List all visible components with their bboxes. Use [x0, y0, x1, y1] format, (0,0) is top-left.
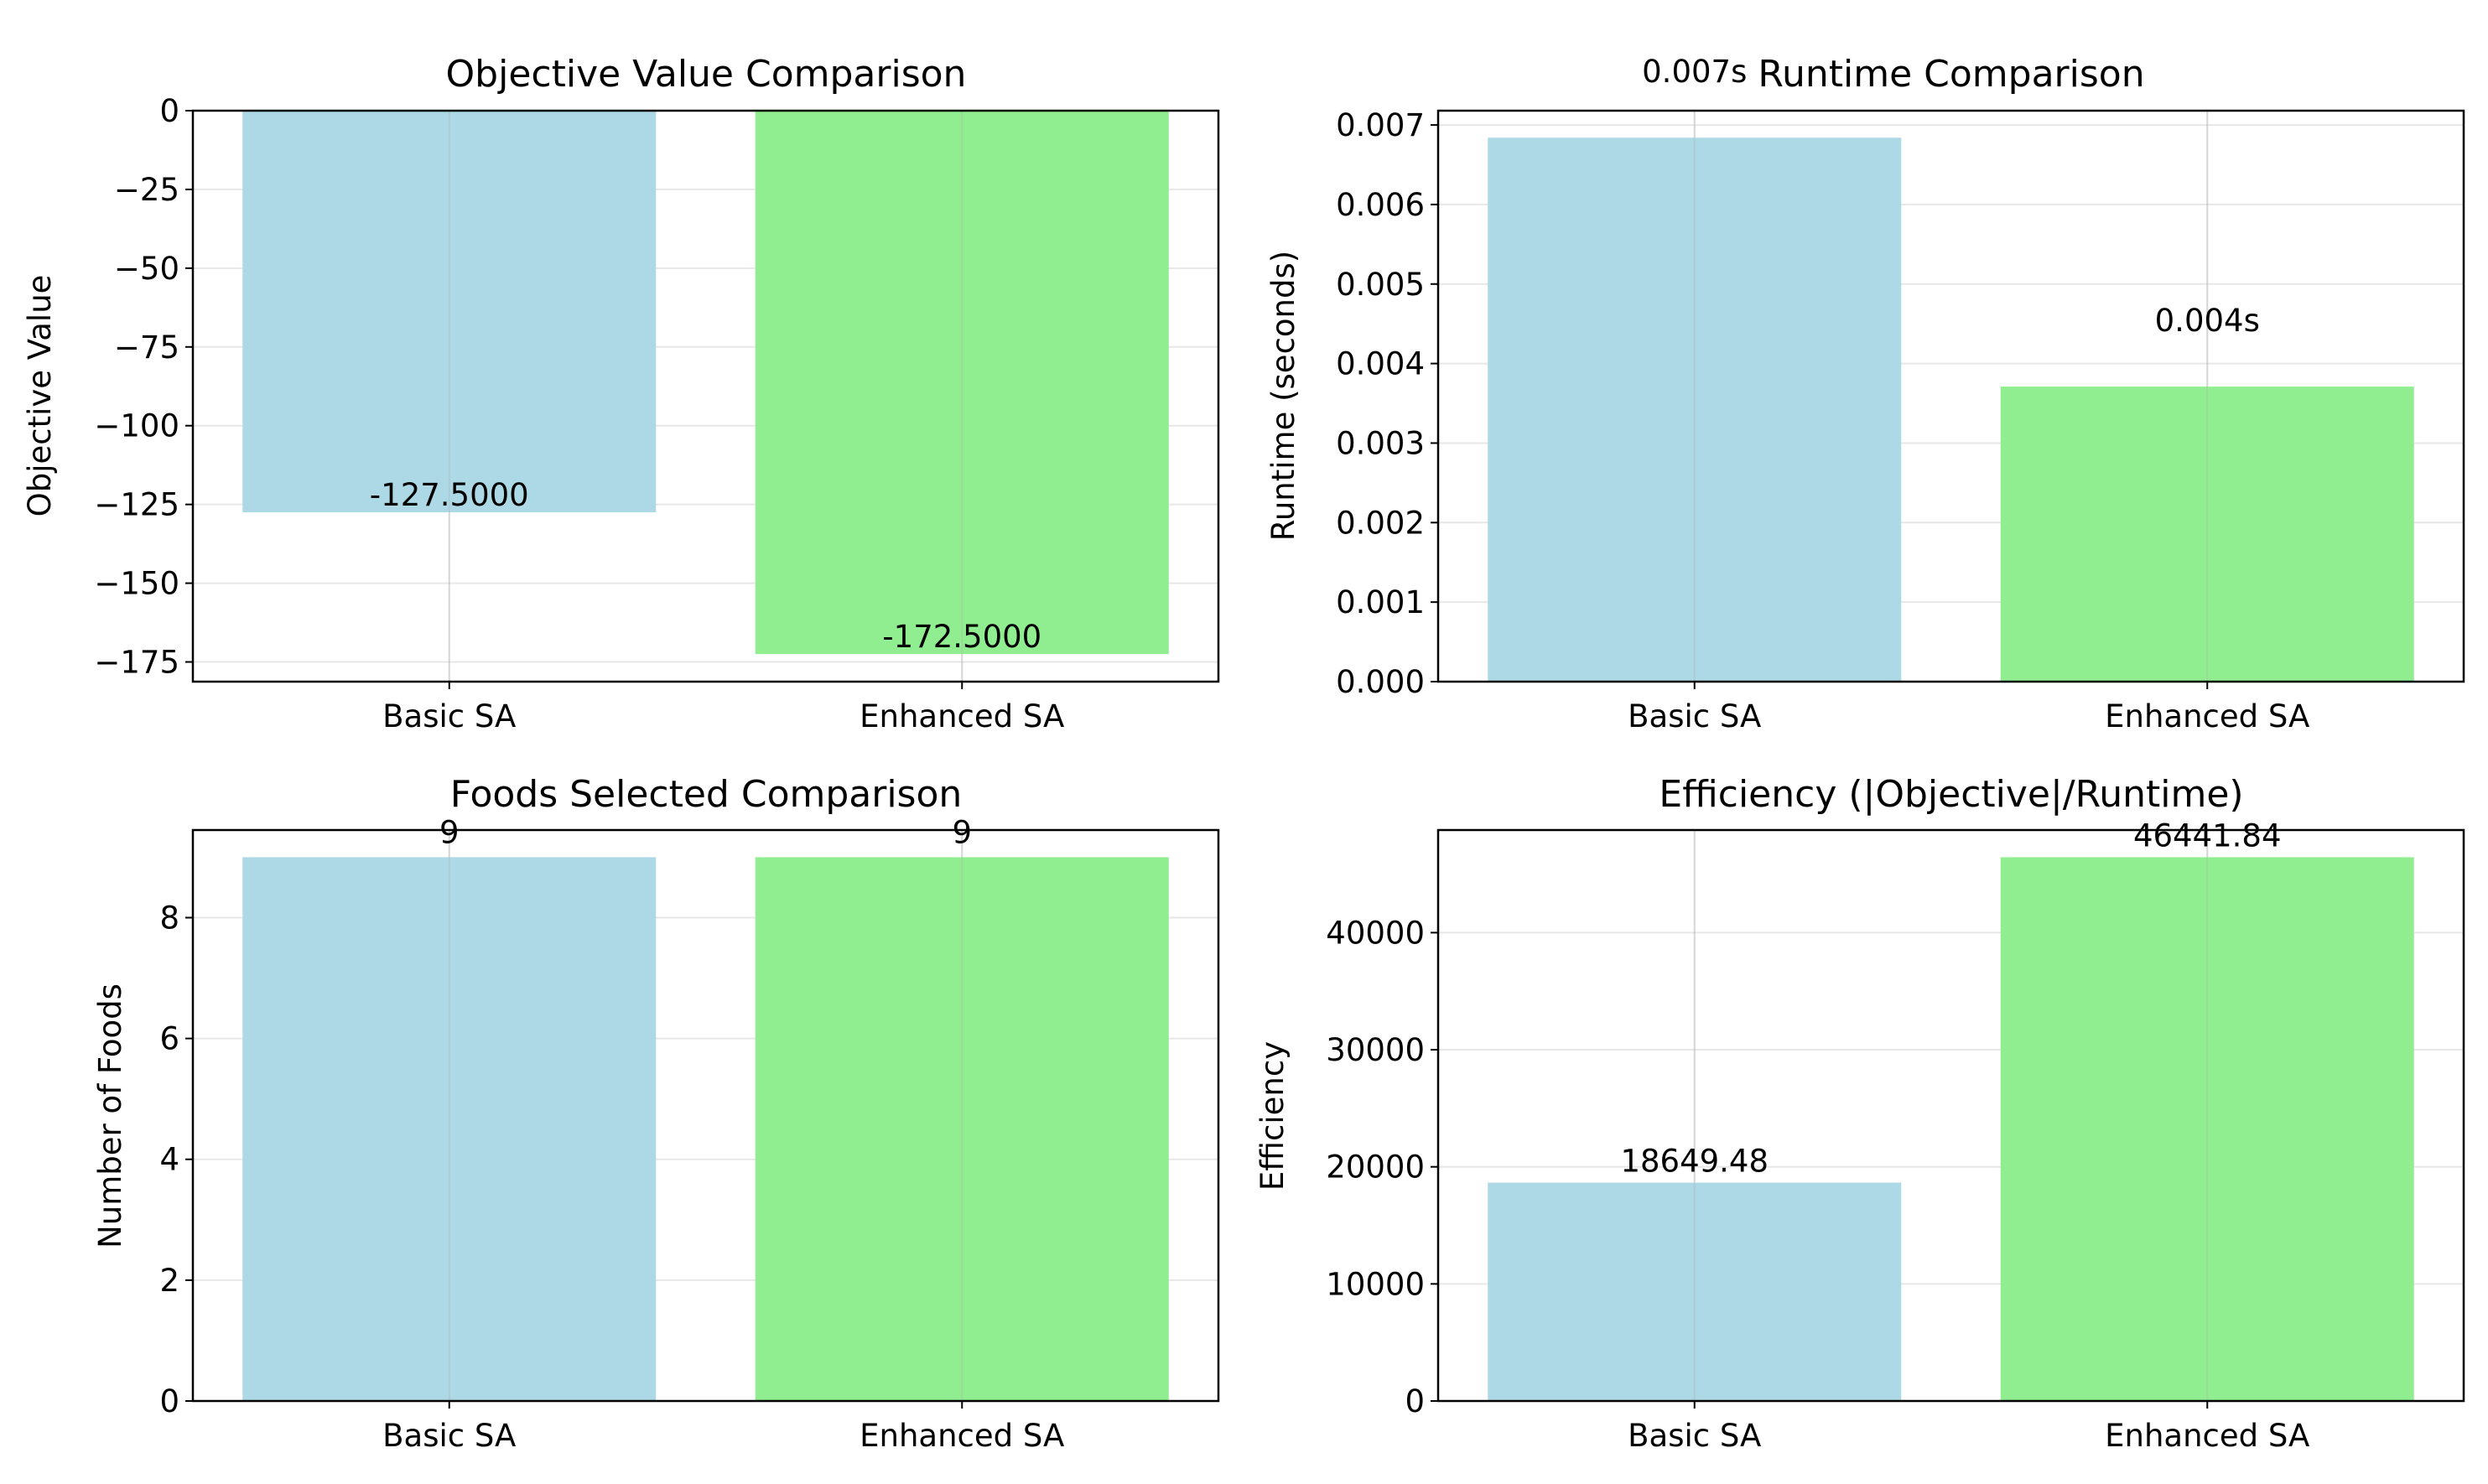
y-axis-label: Objective Value [22, 275, 58, 517]
y-tick-label: 0 [159, 93, 179, 129]
y-tick-label: −125 [94, 487, 179, 523]
chart-title: Efficiency (|Objective|/Runtime) [1659, 773, 2243, 816]
x-tick-label: Basic SA [382, 1418, 516, 1454]
plot-frame [1436, 828, 2465, 1403]
y-tick-label: 0.006 [1336, 187, 1425, 223]
y-tick-label: −75 [114, 329, 179, 366]
chart-efficiency: Efficiency (|Objective|/Runtime) Efficie… [1254, 773, 2465, 1454]
bar [2000, 387, 2414, 682]
y-tick-label: 30000 [1326, 1032, 1425, 1068]
y-tick-label: 0.005 [1336, 267, 1425, 303]
y-axis-label: Number of Foods [92, 983, 128, 1248]
y-tick-label: 0.007 [1336, 107, 1425, 143]
plot-frame [1436, 109, 2465, 683]
y-tick-label: −25 [114, 172, 179, 208]
y-tick-label: 0.001 [1336, 584, 1425, 620]
y-tick-label: 0.003 [1336, 425, 1425, 461]
data-label: 9 [952, 814, 972, 850]
plot-frame [191, 828, 1220, 1403]
y-tick-label: −175 [94, 645, 179, 681]
x-tick-label: Enhanced SA [2105, 698, 2309, 734]
y-tick-label: 6 [159, 1021, 179, 1057]
y-tick-label: −50 [114, 251, 179, 287]
y-tick-label: 8 [159, 900, 179, 936]
plot-frame [191, 109, 1220, 683]
data-label: 46441.84 [2133, 817, 2282, 854]
data-label: 9 [439, 814, 460, 850]
x-tick-label: Enhanced SA [860, 698, 1064, 734]
y-tick-label: 10000 [1326, 1266, 1425, 1302]
chart-title: Foods Selected Comparison [450, 773, 963, 816]
chart-runtime: Runtime Comparison Runtime (seconds) 0.0… [1265, 53, 2465, 734]
y-tick-label: 4 [159, 1142, 179, 1178]
data-label: 0.007s [1642, 54, 1747, 90]
y-tick-label: 0.002 [1336, 505, 1425, 541]
y-tick-label: 2 [159, 1263, 179, 1299]
x-tick-label: Basic SA [1628, 1418, 1761, 1454]
bar [2000, 857, 2414, 1401]
data-label: 18649.48 [1620, 1144, 1769, 1180]
chart-foods-selected: Foods Selected Comparison Number of Food… [92, 773, 1220, 1454]
y-tick-label: 0.000 [1336, 664, 1425, 700]
x-tick-label: Enhanced SA [2105, 1418, 2309, 1454]
y-tick-label: 0.004 [1336, 346, 1425, 382]
bar [1488, 138, 1902, 682]
y-tick-label: −150 [94, 566, 179, 602]
chart-objective-value: Objective Value Comparison Objective Val… [22, 53, 1220, 734]
bar [242, 111, 657, 513]
y-tick-label: −100 [94, 408, 179, 444]
y-axis-label: Runtime (seconds) [1265, 251, 1301, 541]
y-axis-label: Efficiency [1254, 1041, 1291, 1191]
y-tick-label: 0 [159, 1383, 179, 1419]
x-tick-label: Enhanced SA [860, 1418, 1064, 1454]
chart-title: Objective Value Comparison [446, 53, 967, 96]
data-label: 0.004s [2155, 303, 2260, 339]
bar [1488, 1182, 1902, 1401]
x-tick-label: Basic SA [1628, 698, 1761, 734]
x-tick-label: Basic SA [382, 698, 516, 734]
data-label: -127.5000 [370, 477, 529, 513]
y-tick-label: 40000 [1326, 915, 1425, 951]
chart-title: Runtime Comparison [1758, 53, 2144, 96]
data-label: -172.5000 [882, 619, 1041, 655]
y-tick-label: 20000 [1326, 1149, 1425, 1186]
y-tick-label: 0 [1405, 1383, 1425, 1419]
bar [242, 857, 657, 1401]
bar [755, 111, 1169, 655]
bar [755, 857, 1169, 1401]
